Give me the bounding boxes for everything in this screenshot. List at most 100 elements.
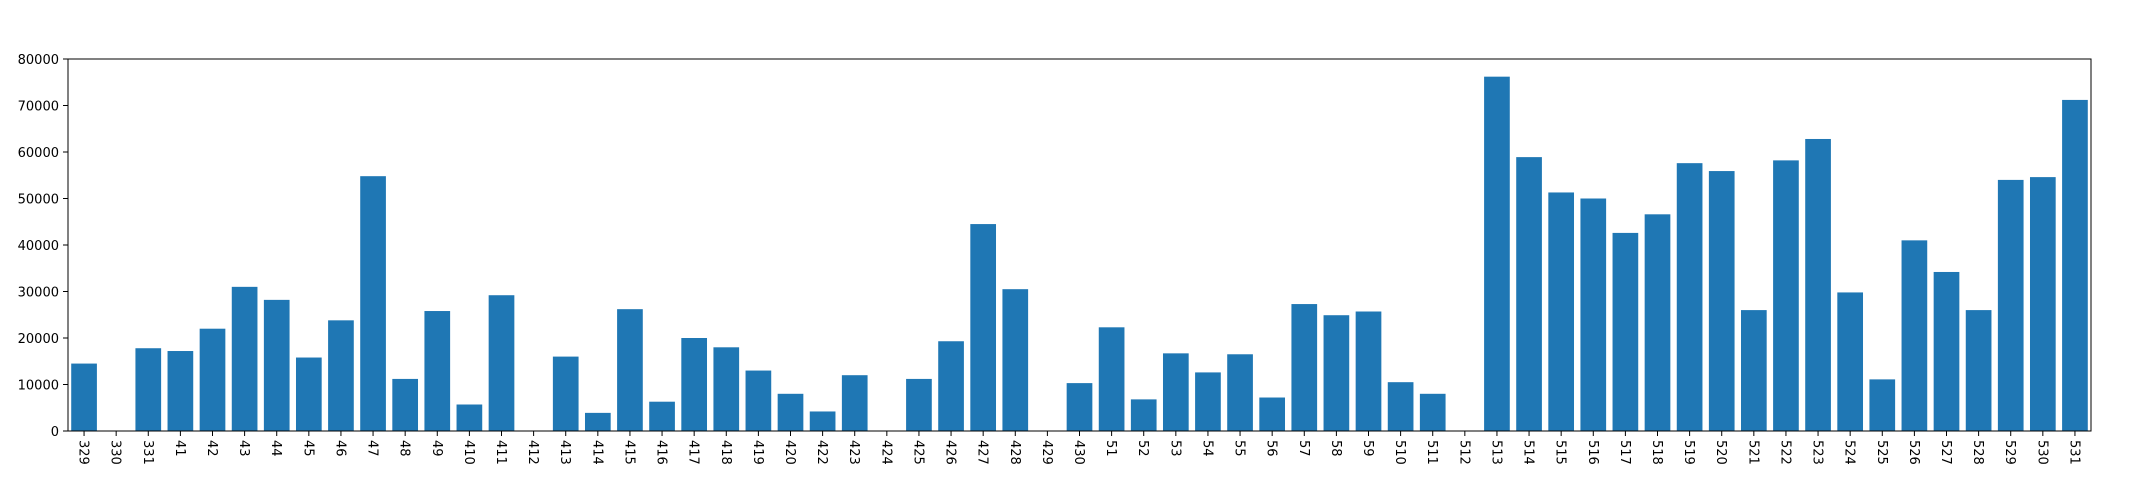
x-tick-label: 57	[1296, 440, 1311, 457]
y-tick-label: 30000	[18, 286, 59, 301]
x-axis: 329 330 331 41 42 43 44 45 46 47 48 49 410 411 412 413 4…	[76, 431, 2081, 465]
bar-51	[1098, 327, 1125, 431]
bar-517	[1612, 232, 1639, 431]
bar-514	[1516, 157, 1542, 431]
x-tick-label: 510	[1392, 440, 1407, 465]
bar-59	[1355, 311, 1382, 431]
bar-520	[1708, 171, 1735, 431]
x-tick-label: 527	[1938, 440, 1953, 465]
x-tick-label: 428	[1007, 440, 1022, 465]
bar-413	[552, 356, 579, 431]
x-tick-label: 49	[429, 440, 444, 457]
bar-521	[1740, 310, 1767, 431]
x-tick-label: 329	[76, 440, 91, 465]
bar-45	[295, 357, 322, 431]
bar-44	[263, 299, 290, 431]
x-tick-label: 529	[2002, 440, 2017, 465]
bar-54	[1195, 372, 1221, 431]
x-tick-label: 54	[1199, 440, 1214, 457]
x-tick-label: 526	[1906, 440, 1921, 465]
x-tick-label: 44	[268, 440, 283, 457]
x-tick-label: 523	[1810, 440, 1825, 465]
bar-510	[1387, 382, 1414, 431]
bar-527	[1933, 271, 1960, 431]
x-tick-label: 41	[172, 440, 187, 457]
x-tick-label: 517	[1617, 440, 1632, 465]
bar-53	[1162, 353, 1189, 431]
plot-frame	[67, 58, 2092, 432]
bar-411	[488, 295, 515, 431]
x-tick-label: 524	[1842, 440, 1857, 465]
y-tick-label: 50000	[18, 193, 59, 208]
bar-427	[970, 224, 997, 431]
x-tick-label: 55	[1232, 440, 1247, 457]
bar-529	[1997, 179, 2024, 431]
y-tick-label: 10000	[18, 379, 59, 394]
bar-410	[456, 404, 483, 431]
x-tick-label: 531	[2066, 440, 2081, 465]
bar-42	[199, 328, 226, 431]
bar-526	[1901, 240, 1928, 431]
bar-55	[1227, 354, 1253, 431]
bar-329	[71, 363, 97, 431]
x-tick-label: 511	[1424, 440, 1439, 465]
x-tick-label: 416	[654, 440, 669, 465]
bar-518	[1644, 214, 1671, 431]
x-tick-label: 43	[236, 440, 251, 457]
x-tick-label: 45	[300, 440, 315, 457]
x-tick-label: 419	[750, 440, 765, 465]
x-tick-label: 52	[1135, 440, 1150, 457]
x-tick-label: 47	[365, 440, 380, 457]
bar-415	[617, 309, 643, 431]
bar-series	[71, 76, 2088, 432]
bar-416	[649, 401, 675, 431]
x-tick-label: 514	[1521, 440, 1536, 465]
x-tick-label: 56	[1264, 440, 1279, 457]
x-tick-label: 53	[1167, 440, 1182, 457]
bar-524	[1837, 292, 1864, 431]
x-tick-label: 418	[718, 440, 733, 465]
x-tick-label: 42	[204, 440, 219, 457]
x-tick-label: 331	[140, 440, 155, 465]
bar-46	[328, 320, 354, 431]
bar-525	[1869, 379, 1896, 431]
bar-523	[1805, 138, 1831, 432]
x-tick-label: 425	[910, 440, 925, 465]
x-tick-label: 420	[782, 440, 797, 465]
bar-426	[938, 341, 964, 431]
x-tick-label: 330	[108, 440, 123, 465]
bar-428	[1002, 289, 1029, 431]
x-tick-label: 410	[461, 440, 476, 465]
bar-417	[681, 338, 708, 431]
x-tick-label: 422	[814, 440, 829, 465]
bar-423	[841, 375, 868, 431]
bar-531	[2062, 99, 2088, 432]
bar-418	[713, 347, 740, 431]
x-tick-label: 513	[1488, 440, 1503, 465]
bar-56	[1259, 397, 1286, 431]
bar-522	[1773, 160, 1799, 431]
bar-414	[584, 412, 611, 431]
x-tick-label: 415	[621, 440, 636, 465]
x-tick-label: 48	[397, 440, 412, 457]
bar-530	[2029, 177, 2056, 431]
bar-422	[809, 411, 836, 431]
x-tick-label: 46	[332, 440, 347, 457]
x-tick-label: 522	[1777, 440, 1792, 465]
x-tick-label: 423	[846, 440, 861, 465]
bar-513	[1484, 76, 1510, 432]
x-tick-label: 58	[1328, 440, 1343, 457]
x-tick-label: 414	[589, 440, 604, 465]
x-tick-label: 519	[1681, 440, 1696, 465]
y-tick-label: 40000	[18, 239, 59, 254]
x-tick-label: 525	[1874, 440, 1889, 465]
bar-331	[135, 348, 162, 431]
y-tick-label: 0	[51, 425, 59, 440]
bar-419	[745, 370, 772, 431]
y-axis: 0 10000 20000 30000 40000 50000 60000 70000 8000…	[18, 53, 68, 440]
x-tick-label: 412	[525, 440, 540, 465]
bar-528	[1965, 310, 1992, 431]
x-tick-label: 51	[1103, 440, 1118, 457]
y-tick-label: 60000	[18, 146, 59, 161]
